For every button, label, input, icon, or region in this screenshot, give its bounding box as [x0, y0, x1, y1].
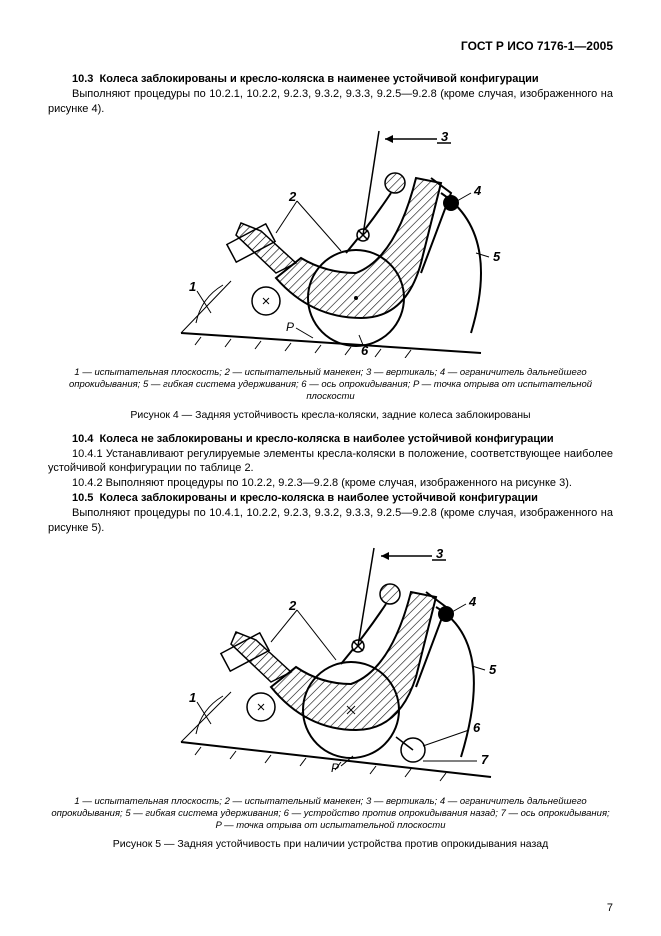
document-id: ГОСТ Р ИСО 7176-1—2005	[48, 38, 613, 54]
label-7: 7	[481, 752, 489, 767]
label-3: 3	[436, 546, 444, 561]
label-2: 2	[288, 189, 297, 204]
sec-title: Колеса заблокированы и кресло-коляска в …	[100, 492, 538, 504]
figure-4-caption: Рисунок 4 — Задняя устойчивость кресла-к…	[48, 408, 613, 422]
para-10-5-text: Выполняют процедуры по 10.4.1, 10.2.2, 9…	[48, 506, 613, 536]
page: ГОСТ Р ИСО 7176-1—2005 10.3 Колеса забло…	[0, 0, 661, 936]
label-P: P	[331, 761, 339, 775]
para-10-4-2: 10.4.2 Выполняют процедуры по 10.2.2, 9.…	[48, 476, 613, 491]
label-4: 4	[468, 594, 477, 609]
figure-5-svg: P 1 2 3 4 5 6 7	[141, 542, 521, 787]
sec-title: Колеса не заблокированы и кресло-коляска…	[100, 433, 554, 445]
label-1: 1	[189, 690, 196, 705]
label-5: 5	[493, 249, 501, 264]
label-3: 3	[441, 129, 449, 144]
section-10-3: 10.3 Колеса заблокированы и кресло-коляс…	[48, 72, 613, 87]
sec-num: 10.4	[72, 433, 93, 445]
figure-4-svg: P 1 2 3 4 5 6	[141, 123, 521, 358]
figure-5-legend: 1 — испытательная плоскость; 2 — испытат…	[48, 796, 613, 833]
para-10-4-1: 10.4.1 Устанавливают регулируемые элемен…	[48, 447, 613, 477]
label-2: 2	[288, 598, 297, 613]
section-10-4: 10.4 Колеса не заблокированы и кресло-ко…	[48, 432, 613, 447]
page-number: 7	[607, 901, 613, 916]
label-1: 1	[189, 279, 196, 294]
sec-title: Колеса заблокированы и кресло-коляска в …	[100, 73, 539, 85]
figure-5: P 1 2 3 4 5 6 7	[48, 542, 613, 792]
para-10-3-text: Выполняют процедуры по 10.2.1, 10.2.2, 9…	[48, 87, 613, 117]
figure-4-legend: 1 — испытательная плоскость; 2 — испытат…	[48, 367, 613, 404]
label-P: P	[286, 320, 294, 334]
sec-num: 10.3	[72, 73, 93, 85]
label-6: 6	[361, 343, 369, 358]
section-10-5: 10.5 Колеса заблокированы и кресло-коляс…	[48, 491, 613, 506]
sec-num: 10.5	[72, 492, 93, 504]
figure-4: P 1 2 3 4 5 6	[48, 123, 613, 363]
label-6: 6	[473, 720, 481, 735]
figure-5-caption: Рисунок 5 — Задняя устойчивость при нали…	[48, 837, 613, 851]
label-4: 4	[473, 183, 482, 198]
label-5: 5	[489, 662, 497, 677]
